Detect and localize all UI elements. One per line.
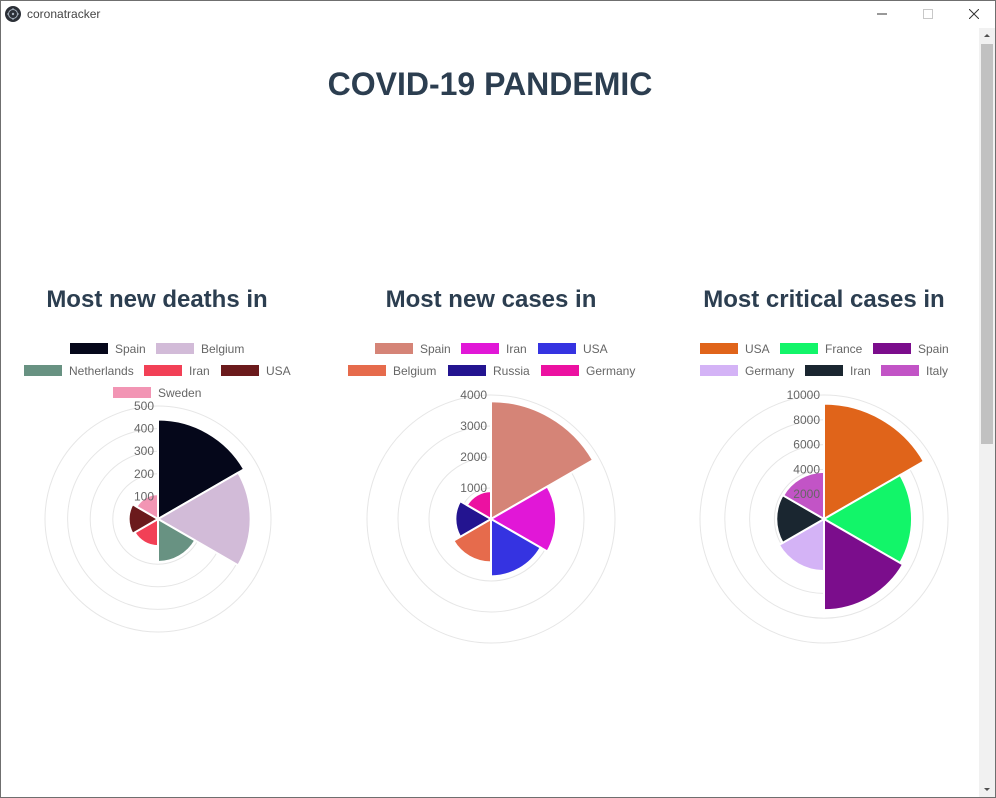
scroll-down-button[interactable] (979, 782, 995, 797)
tick-label: 6000 (793, 438, 820, 452)
legend-swatch (24, 365, 62, 376)
legend-swatch (348, 365, 386, 376)
legend-swatch (873, 343, 911, 354)
legend-label: Belgium (393, 364, 437, 378)
critical-chart-title: Most critical cases in (703, 286, 945, 313)
legend-label: Iran (850, 364, 871, 378)
polar-segment-spain[interactable] (823, 517, 905, 612)
tick-label: 1000 (460, 481, 487, 495)
polar-charts: 100 200 300 400 500 1000 2000 3000 4000 2000 4000 6… (44, 388, 949, 644)
legend-swatch (541, 365, 579, 376)
polar-segment-germany[interactable] (465, 490, 492, 521)
vertical-scrollbar[interactable] (979, 28, 995, 797)
legend-label: Belgium (201, 342, 245, 356)
legend-swatch (538, 343, 576, 354)
grid-ring (699, 394, 949, 644)
legend-label: Germany (745, 364, 795, 378)
tick-label: 3000 (460, 419, 487, 433)
page-title: COVID-19 PANDEMIC (327, 66, 653, 102)
legend-swatch (156, 343, 194, 354)
polar-segment-usa[interactable] (127, 502, 160, 536)
polar-segment-belgium[interactable] (452, 517, 492, 564)
polar-segment-spain[interactable] (490, 400, 595, 521)
arrow-up-icon (984, 34, 990, 37)
app-logo-icon (5, 6, 21, 22)
legend-label: France (825, 342, 863, 356)
scroll-thumb[interactable] (981, 44, 993, 444)
scroll-up-button[interactable] (979, 28, 995, 43)
tick-label: 500 (134, 399, 154, 413)
tick-label: 4000 (460, 388, 487, 402)
legend-swatch (448, 365, 486, 376)
legend-label: Iran (189, 364, 210, 378)
page-content: COVID-19 PANDEMIC Most new deaths in Mos… (1, 28, 979, 797)
polar-chart-1: 100 200 300 400 500 (44, 399, 272, 633)
maximize-icon (923, 9, 933, 19)
legend-label: Netherlands (69, 364, 134, 378)
legend-swatch (144, 365, 182, 376)
cases-chart-title: Most new cases in (385, 286, 597, 313)
polar-chart-3: 2000 4000 6000 8000 10000 (699, 388, 949, 644)
legend-label: Spain (918, 342, 949, 356)
deaths-chart-title: Most new deaths in (46, 286, 268, 313)
legend-swatch (700, 365, 738, 376)
title-bar: coronatracker (1, 1, 995, 28)
polar-segment-spain[interactable] (157, 418, 246, 521)
tick-label: 4000 (793, 462, 820, 476)
legend-swatch (805, 365, 843, 376)
polar-segment-sweden[interactable] (135, 493, 159, 521)
tick-label: 10000 (787, 388, 821, 402)
legend-label: Sweden (158, 386, 202, 400)
grid-ring (44, 405, 272, 633)
polar-segment-france[interactable] (822, 473, 914, 565)
polar-segment-italy[interactable] (781, 470, 825, 521)
legend-swatch (375, 343, 413, 354)
polar-segment-iran[interactable] (488, 485, 558, 553)
legend-swatch (881, 365, 919, 376)
maximize-button[interactable] (905, 1, 951, 28)
legend-label: USA (583, 342, 608, 356)
tick-label: 2000 (460, 450, 487, 464)
legend-label: Spain (420, 342, 451, 356)
legend-swatch (780, 343, 818, 354)
legend-swatch (113, 387, 151, 398)
tick-label: 2000 (793, 487, 820, 501)
minimize-icon (877, 13, 887, 15)
legend-label: Germany (586, 364, 636, 378)
polar-segment-netherlands[interactable] (157, 517, 197, 563)
legend-swatch (700, 343, 738, 354)
window-title: coronatracker (27, 7, 101, 21)
polar-segment-russia[interactable] (454, 499, 494, 539)
polar-chart-2: 1000 2000 3000 4000 (366, 388, 616, 644)
legend-label: Iran (506, 342, 527, 356)
grid-ring (366, 394, 616, 644)
arrow-down-icon (984, 788, 990, 791)
polar-segment-germany[interactable] (777, 517, 825, 573)
close-button[interactable] (951, 1, 995, 28)
legend-label: USA (266, 364, 291, 378)
legend-swatch (461, 343, 499, 354)
tick-label: 400 (134, 422, 154, 436)
tick-label: 8000 (793, 413, 820, 427)
minimize-button[interactable] (859, 1, 905, 28)
tick-label: 100 (134, 489, 154, 503)
legend-label: Spain (115, 342, 146, 356)
tick-label: 200 (134, 467, 154, 481)
polar-segment-usa[interactable] (490, 517, 543, 578)
legend-label: Russia (493, 364, 530, 378)
close-icon (969, 9, 979, 19)
tick-label: 300 (134, 444, 154, 458)
legend-label: Italy (926, 364, 949, 378)
legend-swatch (221, 365, 259, 376)
polar-segment-usa[interactable] (823, 402, 926, 521)
polar-segment-belgium[interactable] (155, 471, 252, 567)
legend-swatch (70, 343, 108, 354)
legend-label: USA (745, 342, 770, 356)
